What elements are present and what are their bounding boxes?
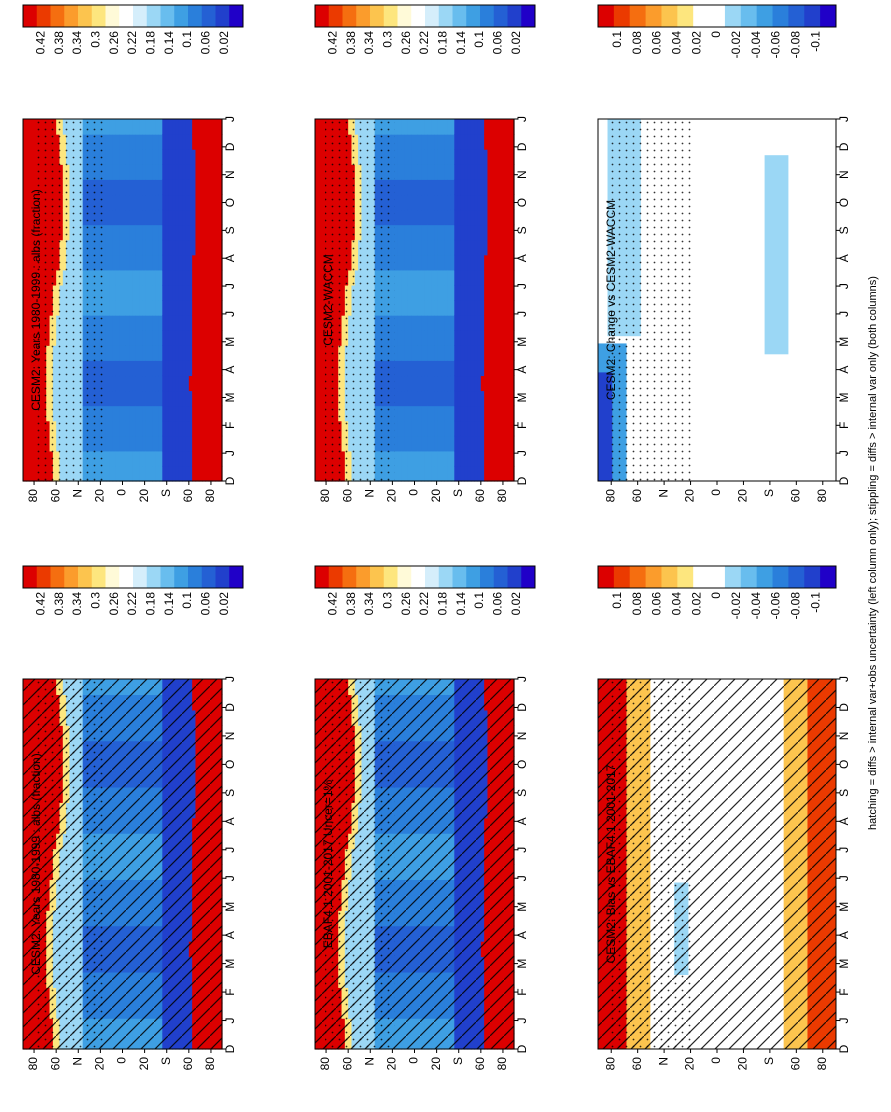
lat-tick-label: 80 [203, 1057, 217, 1071]
month-tick-label: A [223, 931, 237, 939]
month-tick-label: J [223, 116, 237, 122]
month-tick-label: D [223, 1044, 237, 1053]
chart-panel-3: 80 60 N 20 0 20 S 60 80 D J F M A M J J A S O N D J CESM2-WACCM [315, 116, 529, 502]
month-tick-label: F [515, 422, 529, 429]
lat-tick-label: 20 [137, 1057, 151, 1071]
month-tick-label: J [223, 875, 237, 881]
lat-tick-label: 20 [385, 489, 399, 503]
month-tick-label: M [223, 959, 237, 969]
month-tick-label: M [515, 392, 529, 402]
month-tick-label: J [223, 847, 237, 853]
panel-title: CESM2: Years 1980-1999 : albs (fraction) [29, 753, 43, 974]
lat-tick-label: S [451, 489, 465, 497]
month-tick-label: A [223, 817, 237, 825]
lat-tick-label: N [362, 489, 376, 498]
month-tick-label: A [515, 366, 529, 374]
lat-tick-label: 0 [115, 1057, 129, 1064]
month-tick-label: F [223, 422, 237, 429]
month-tick-label: D [515, 142, 529, 151]
chart-panel-0: 80 60 N 20 0 20 S 60 80 D J F M A M J J A S O N D J CESM2: Year… [23, 676, 237, 1070]
month-tick-label: J [515, 283, 529, 289]
lat-tick-label: 80 [495, 489, 509, 503]
month-tick-label: J [223, 283, 237, 289]
month-tick-label: A [223, 254, 237, 262]
month-tick-label: S [515, 226, 529, 234]
lat-tick-label: S [159, 1057, 173, 1065]
chart-panel-1: 80 60 N 20 0 20 S 60 80 D J F M A M J J A S O N D J CESM2: Year… [23, 116, 237, 502]
month-tick-label: D [223, 703, 237, 712]
lat-tick-label: 0 [115, 489, 129, 496]
month-tick-label: D [223, 142, 237, 151]
month-tick-label: J [515, 116, 529, 122]
month-tick-label: S [223, 226, 237, 234]
month-tick-label: N [223, 170, 237, 179]
lat-tick-label: 0 [407, 489, 421, 496]
lat-tick-label: 80 [26, 1057, 40, 1071]
lat-tick-label: 80 [203, 489, 217, 503]
month-tick-label: M [223, 902, 237, 912]
month-tick-label: M [515, 337, 529, 347]
lat-tick-label: N [70, 1057, 84, 1066]
month-tick-label: J [223, 311, 237, 317]
panel-title: CESM2-WACCM [321, 254, 335, 346]
lat-tick-label: 80 [26, 489, 40, 503]
lat-tick-label: 20 [93, 1057, 107, 1071]
lat-tick-label: 60 [473, 489, 487, 503]
lat-tick-label: N [70, 489, 84, 498]
month-tick-label: D [515, 476, 529, 485]
lat-tick-label: 60 [340, 489, 354, 503]
month-tick-label: N [515, 170, 529, 179]
month-tick-label: O [223, 760, 237, 769]
month-tick-label: J [223, 676, 237, 682]
month-tick-label: N [223, 732, 237, 741]
lat-tick-label: 80 [318, 489, 332, 503]
month-tick-label: J [223, 1018, 237, 1024]
month-tick-label: A [223, 366, 237, 374]
panel-title: CESM2: Years 1980-1999 : albs (fraction) [29, 189, 43, 410]
month-tick-label: M [223, 337, 237, 347]
lat-tick-label: 20 [429, 489, 443, 503]
lat-tick-label: 60 [181, 1057, 195, 1071]
stippling-overlay [33, 679, 103, 1049]
month-tick-label: J [515, 311, 529, 317]
month-tick-label: J [223, 450, 237, 456]
month-tick-label: S [223, 789, 237, 797]
month-tick-label: A [515, 254, 529, 262]
month-tick-label: O [223, 198, 237, 207]
lat-tick-label: S [159, 489, 173, 497]
lat-tick-label: 20 [93, 489, 107, 503]
month-tick-label: F [223, 988, 237, 995]
stippling-overlay [33, 119, 103, 481]
month-tick-label: O [515, 198, 529, 207]
lat-tick-label: 60 [48, 1057, 62, 1071]
month-tick-label: J [515, 450, 529, 456]
lat-tick-label: 20 [137, 489, 151, 503]
month-tick-label: D [223, 476, 237, 485]
lat-tick-label: 60 [181, 489, 195, 503]
stippling-overlay [325, 119, 395, 481]
month-tick-label: M [223, 392, 237, 402]
lat-tick-label: 60 [48, 489, 62, 503]
